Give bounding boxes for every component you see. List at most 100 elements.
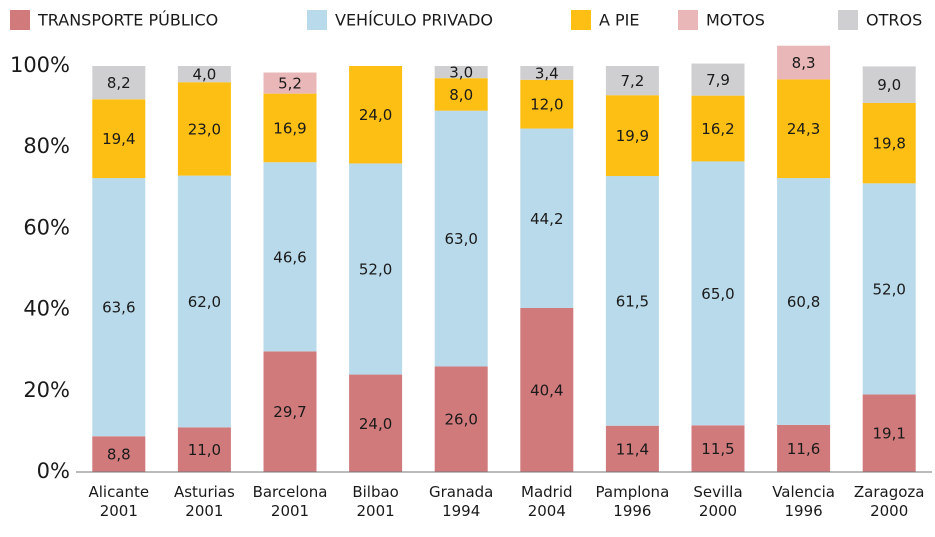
legend-swatch [307,10,327,30]
value-label: 9,0 [877,76,901,94]
value-label: 11,0 [188,441,221,459]
value-label: 11,5 [701,440,734,458]
legend-swatch [10,10,30,30]
x-tick-label: Granada 1994 [429,483,493,520]
bar-segment [92,99,146,179]
value-label: 63,6 [102,299,135,317]
value-label: 19,1 [872,425,905,443]
value-label: 40,4 [530,381,563,399]
bar-segment [862,394,916,472]
x-tick-label: Zaragoza 2000 [854,483,925,520]
bar-segment [605,95,659,177]
y-tick-label: 40% [23,297,70,321]
bar-segment [862,102,916,184]
value-label: 7,2 [620,72,644,90]
value-label: 8,2 [107,74,131,92]
value-label: 4,0 [192,66,216,84]
value-label: 11,6 [787,440,820,458]
bar-segment [777,424,831,472]
value-label: 60,8 [787,293,820,311]
bar-segment [605,66,659,96]
bar-segment [263,72,317,94]
value-label: 3,4 [535,64,559,82]
y-tick-label: 20% [23,378,70,402]
bar-segment [263,162,317,352]
bar-segment [520,307,574,472]
bar-segment [777,45,831,80]
legend-label: A PIE [599,11,640,30]
bar-segment [777,79,831,179]
x-tick-label: Barcelona 2001 [253,483,328,520]
value-label: 7,9 [706,71,730,89]
bar-segment [263,351,317,472]
bar-segment [691,63,745,96]
value-label: 3,0 [449,64,473,82]
bar-segment [92,436,146,472]
value-label: 61,5 [616,292,649,310]
value-label: 5,2 [278,75,302,93]
bar-segment [177,175,231,428]
legend-label: MOTOS [706,11,765,30]
bar-segment [263,93,317,163]
bar-segment [862,66,916,103]
bar-segment [862,183,916,395]
value-label: 19,9 [616,127,649,145]
y-tick-label: 100% [10,53,70,77]
bar-segment [605,425,659,472]
bar-segment [177,82,231,176]
value-label: 65,0 [701,285,734,303]
bar-segment [434,110,488,367]
value-label: 16,2 [701,120,734,138]
y-tick-label: 80% [23,134,70,158]
value-label: 63,0 [444,230,477,248]
value-label: 24,3 [787,120,820,138]
bar-segment [691,425,745,472]
bar-segment [520,79,574,129]
value-label: 8,3 [792,54,816,72]
x-tick-label: Pamplona 1996 [596,483,670,520]
bar-segment [777,178,831,425]
value-label: 44,2 [530,210,563,228]
bar-segment [434,78,488,111]
value-label: 29,7 [273,403,306,421]
value-label: 62,0 [188,293,221,311]
bar-segment [691,161,745,426]
value-label: 23,0 [188,120,221,138]
x-tick-label: Alicante 2001 [88,483,149,520]
bar-segment [349,374,403,472]
bar-segment [691,95,745,162]
legend-label: OTROS [866,11,922,30]
x-tick-label: Sevilla 2000 [693,483,742,520]
value-label: 16,9 [273,119,306,137]
x-tick-label: Madrid 2004 [521,483,573,520]
bar-segment [434,366,488,472]
value-label: 19,8 [872,135,905,153]
value-label: 46,6 [273,248,306,266]
value-label: 52,0 [359,261,392,279]
bar-segment [177,427,231,472]
bar-segment [520,66,574,80]
bar-segment [520,128,574,308]
value-label: 52,0 [872,280,905,298]
x-tick-label: Valencia 1996 [772,483,835,520]
bar-segment [349,66,403,164]
y-tick-label: 0% [37,459,70,483]
value-label: 12,0 [530,96,563,114]
bar-segment [349,163,403,375]
y-tick-label: 60% [23,215,70,239]
bar-segment [92,66,146,100]
legend-swatch [678,10,698,30]
bar-segment [177,66,231,83]
x-tick-label: Asturias 2001 [174,483,235,520]
value-label: 8,0 [449,86,473,104]
value-label: 24,0 [359,106,392,124]
value-label: 8,8 [107,446,131,464]
value-label: 19,4 [102,130,135,148]
legend-swatch [571,10,591,30]
bar-segment [605,176,659,426]
bar-segment [434,66,488,79]
legend-label: TRANSPORTE PÚBLICO [37,11,218,30]
value-label: 11,4 [616,440,649,458]
legend-label: VEHÍCULO PRIVADO [335,11,493,30]
